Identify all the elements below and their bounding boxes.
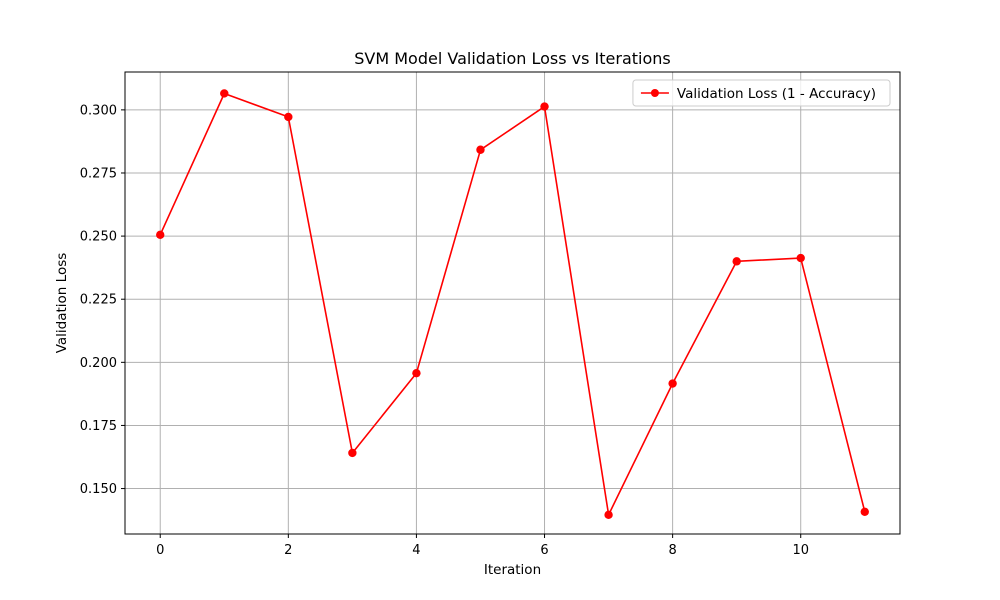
y-tick-label: 0.200 [80,356,117,371]
series-layer [156,89,869,520]
legend-marker-swatch [650,89,659,97]
y-tick-label: 0.150 [80,482,117,497]
y-tick-label: 0.300 [80,103,117,118]
y-tick-label: 0.175 [80,419,117,434]
data-point [668,379,677,388]
data-point [284,112,293,122]
data-point [348,448,357,458]
data-point [796,253,805,263]
legend: Validation Loss (1 - Accuracy) [632,79,891,107]
data-point [156,230,165,240]
y-tick-label: 0.250 [80,230,117,245]
y-tick-label: 0.275 [80,166,117,181]
series-line [159,92,866,516]
x-tick-label: 6 [540,543,548,558]
data-point [604,510,613,520]
y-tick-label: 0.225 [80,293,117,308]
x-tick-label: 8 [668,543,676,558]
plot-frame [124,71,901,535]
x-axis-title: Iteration [484,562,541,578]
data-point [412,368,421,378]
x-tick-label: 0 [156,543,164,558]
legend-entry-label: Validation Loss (1 - Accuracy) [677,86,876,102]
data-point [220,89,229,98]
x-tick-label: 4 [412,543,420,558]
x-tick-label: 10 [792,543,809,558]
y-axis-title: Validation Loss [54,253,70,354]
legend-box [632,79,891,107]
grid [125,72,900,534]
data-point [860,507,869,516]
ticks: 0 2 4 6 8 10 0.150 0.175 0.200 0.225 0.250 0.275 0.3… [80,103,809,558]
chart-title: SVM Model Validation Loss vs Iterations [354,49,670,68]
data-point [732,257,741,266]
x-tick-label: 2 [284,543,292,558]
data-point [476,145,485,154]
data-point [540,102,549,111]
